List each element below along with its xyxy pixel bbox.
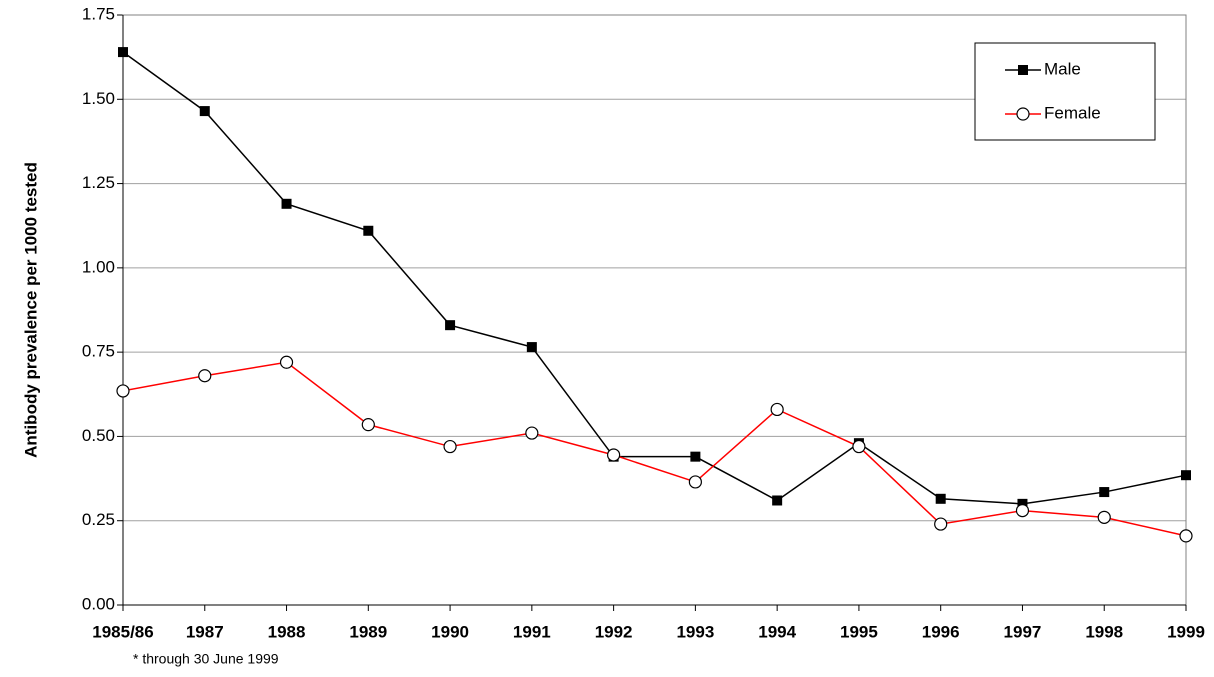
marker	[935, 493, 946, 504]
footnote: * through 30 June 1999	[133, 651, 279, 667]
y-tick-label: 1.75	[82, 4, 115, 23]
y-tick-label: 0.75	[82, 342, 115, 361]
marker	[443, 439, 457, 454]
x-tick-label: 1991	[513, 622, 551, 641]
marker	[1018, 65, 1028, 75]
marker	[361, 418, 375, 432]
marker	[1015, 504, 1030, 518]
marker	[690, 451, 701, 462]
marker	[1016, 107, 1030, 121]
legend-box	[974, 42, 1156, 141]
marker	[445, 320, 456, 331]
marker	[1099, 487, 1110, 498]
marker	[118, 47, 128, 58]
marker	[1179, 529, 1193, 543]
x-tick-label: 1997	[1004, 622, 1042, 641]
marker	[770, 402, 784, 417]
series-line	[122, 361, 1187, 537]
y-tick-label: 0.00	[82, 594, 115, 613]
marker	[116, 384, 130, 398]
y-axis-label: Antibody prevalence per 1000 tested	[21, 162, 40, 458]
marker	[934, 517, 948, 531]
x-tick-label: 1992	[595, 622, 633, 641]
y-tick-label: 1.50	[82, 89, 115, 108]
x-tick-label: 1985/86	[92, 622, 153, 641]
x-tick-label: 1993	[676, 622, 714, 641]
marker	[1017, 498, 1028, 509]
marker	[281, 198, 292, 209]
x-tick-label: 1990	[431, 622, 469, 641]
marker	[279, 355, 294, 369]
x-tick-label: 1989	[349, 622, 387, 641]
marker	[852, 439, 866, 454]
y-tick-label: 0.50	[82, 426, 115, 445]
x-tick-label: 1999	[1167, 622, 1205, 641]
legend-label: Male	[1044, 59, 1081, 78]
legend-label: Female	[1044, 103, 1101, 122]
x-tick-label: 1995	[840, 622, 878, 641]
x-tick-label: 1987	[186, 622, 224, 641]
marker	[199, 106, 210, 117]
marker	[198, 369, 212, 383]
marker	[1181, 470, 1191, 481]
x-tick-label: 1998	[1085, 622, 1123, 641]
x-tick-label: 1994	[758, 622, 796, 641]
y-tick-label: 1.00	[82, 257, 115, 276]
marker	[1097, 510, 1111, 524]
y-tick-label: 1.25	[82, 173, 115, 192]
x-tick-label: 1988	[268, 622, 306, 641]
y-tick-label: 0.25	[82, 510, 115, 529]
marker	[688, 475, 702, 489]
marker	[772, 495, 783, 506]
series-line	[122, 51, 1187, 505]
marker	[363, 225, 374, 236]
marker	[607, 448, 621, 462]
marker	[526, 342, 537, 353]
marker	[525, 426, 539, 440]
x-tick-label: 1996	[922, 622, 960, 641]
